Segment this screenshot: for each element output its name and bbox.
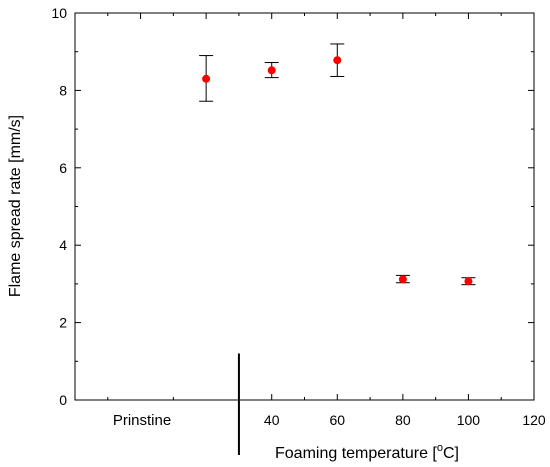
plot-frame xyxy=(74,12,535,401)
y-tick-label-0: 0 xyxy=(59,392,67,408)
x-tick-label-80: 80 xyxy=(395,412,411,428)
data-point-3 xyxy=(398,275,407,284)
x-axis-label-unit: C] xyxy=(443,445,459,462)
ticks-layer: 0 2 4 6 8 10 40 60 80 100 120 xyxy=(51,5,545,428)
data-point-2 xyxy=(333,56,342,65)
y-tick-label-8: 8 xyxy=(59,82,67,98)
x-axis-label-text: Foaming temperature [ xyxy=(275,445,437,462)
x-tick-label-40: 40 xyxy=(264,412,280,428)
errorbar-layer xyxy=(199,43,476,286)
category-label-prinstine: Prinstine xyxy=(113,412,171,429)
y-tick-label-2: 2 xyxy=(59,315,67,331)
x-axis-label: Foaming temperature [oC] xyxy=(275,442,459,462)
points-layer xyxy=(202,56,473,286)
data-point-1 xyxy=(267,66,276,75)
y-tick-label-10: 10 xyxy=(51,5,67,21)
x-tick-label-120: 120 xyxy=(522,412,546,428)
y-tick-label-6: 6 xyxy=(59,160,67,176)
x-tick-label-60: 60 xyxy=(329,412,345,428)
y-axis-label: Flame spread rate [mm/s] xyxy=(7,115,24,297)
data-point-0 xyxy=(202,74,211,83)
x-tick-label-100: 100 xyxy=(457,412,481,428)
x-axis-label-superscript: o xyxy=(437,442,443,454)
data-point-4 xyxy=(464,277,473,286)
y-tick-label-4: 4 xyxy=(59,237,67,253)
